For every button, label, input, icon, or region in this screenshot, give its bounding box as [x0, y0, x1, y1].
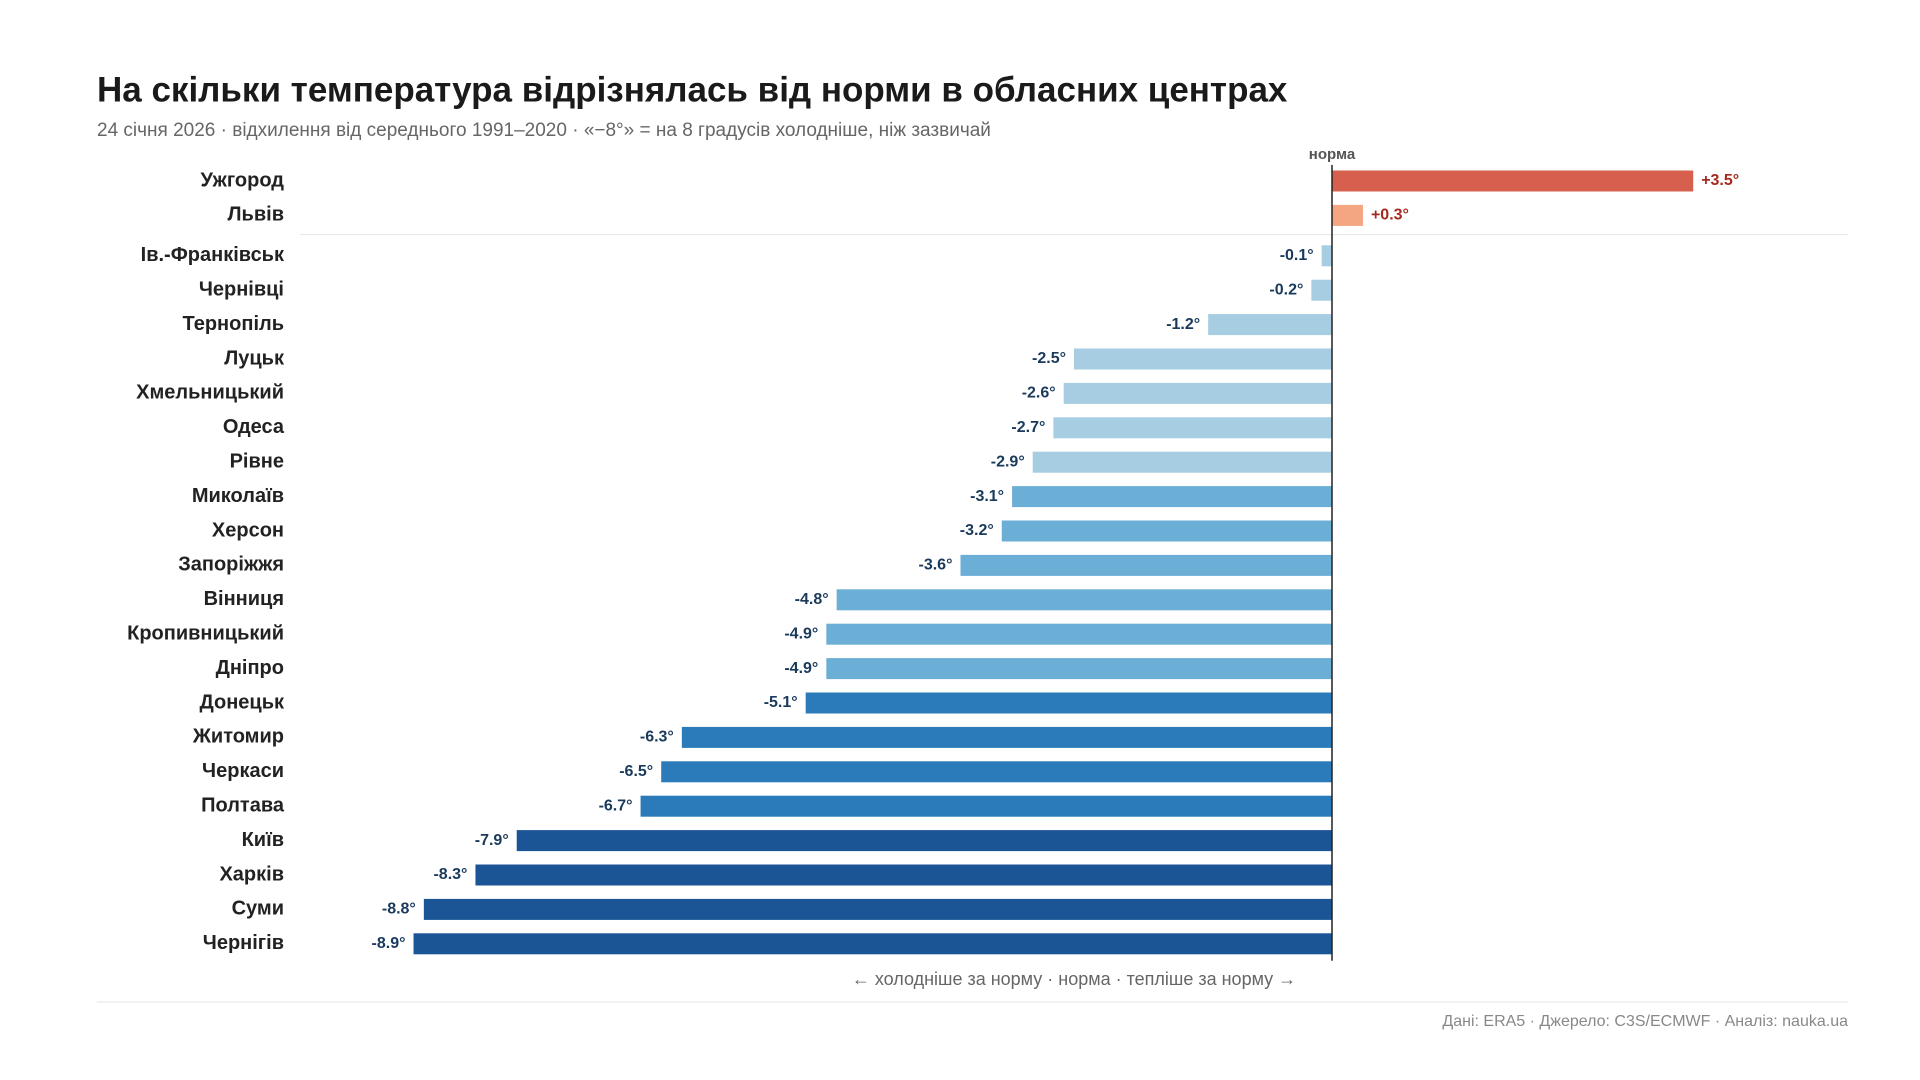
- value-label: -6.3°: [640, 729, 674, 746]
- value-label: +3.5°: [1701, 172, 1739, 189]
- value-label: -4.8°: [795, 591, 829, 608]
- value-label: -1.2°: [1166, 316, 1200, 333]
- category-label: Запоріжжя: [178, 554, 284, 576]
- bar: [475, 864, 1332, 886]
- value-label: -3.2°: [960, 522, 994, 539]
- category-label: Вінниця: [204, 588, 284, 610]
- bar: [413, 933, 1332, 955]
- bar: [836, 589, 1332, 611]
- category-label: Тернопіль: [183, 313, 285, 335]
- bar: [1332, 170, 1694, 192]
- value-label: -3.6°: [919, 557, 953, 574]
- chart-title: На скільки температура відрізнялась від …: [97, 70, 1288, 109]
- bar: [516, 830, 1332, 852]
- category-label: Миколаїв: [192, 485, 284, 507]
- category-label: Дніпро: [216, 657, 284, 679]
- category-label: Ужгород: [200, 169, 284, 191]
- value-label: -2.5°: [1032, 350, 1066, 367]
- category-label: Херсон: [212, 519, 284, 541]
- source: Дані: ERA5 · Джерело: C3S/ECMWF · Аналіз…: [1442, 1013, 1848, 1030]
- category-label: Суми: [232, 898, 284, 920]
- category-label: Черкаси: [202, 760, 284, 782]
- axis-note: ← холодніше за норму · норма · тепліше з…: [852, 969, 1296, 989]
- value-label: -3.1°: [970, 488, 1004, 505]
- bar: [1012, 486, 1332, 508]
- category-label: Житомир: [192, 726, 284, 748]
- category-label: Луцьк: [224, 347, 285, 369]
- bar: [1321, 245, 1332, 267]
- bar: [1074, 348, 1332, 370]
- category-label: Київ: [242, 829, 284, 851]
- category-label: Рівне: [230, 450, 284, 472]
- category-label: Харків: [219, 863, 284, 885]
- value-label: -6.7°: [599, 797, 633, 814]
- bar: [826, 658, 1332, 680]
- chart-subtitle: 24 січня 2026 · відхилення від середньог…: [97, 120, 991, 141]
- value-label: -8.8°: [382, 901, 416, 918]
- value-label: -5.1°: [764, 694, 798, 711]
- bar: [423, 898, 1333, 920]
- zero-label: норма: [1309, 146, 1356, 163]
- bar: [1053, 417, 1332, 439]
- value-label: -2.7°: [1011, 419, 1045, 436]
- value-label: -4.9°: [784, 660, 818, 677]
- bar: [1063, 382, 1332, 404]
- value-label: -8.9°: [372, 935, 406, 952]
- value-label: -0.1°: [1280, 247, 1314, 264]
- value-label: +0.3°: [1371, 207, 1409, 224]
- category-label: Львів: [228, 204, 284, 226]
- bar: [661, 761, 1332, 783]
- value-label: -0.2°: [1269, 281, 1303, 298]
- value-label: -6.5°: [619, 763, 653, 780]
- value-label: -8.3°: [433, 866, 467, 883]
- bar: [681, 726, 1332, 748]
- bar: [1208, 314, 1332, 336]
- category-label: Донецьк: [199, 691, 285, 713]
- category-label: Хмельницький: [136, 382, 284, 404]
- category-label: Полтава: [201, 794, 285, 816]
- bar: [1311, 279, 1332, 301]
- value-label: -2.9°: [991, 453, 1025, 470]
- value-label: -2.6°: [1022, 385, 1056, 402]
- bar: [826, 623, 1332, 645]
- category-label: Одеса: [223, 416, 285, 438]
- value-label: -4.9°: [784, 625, 818, 642]
- bar: [960, 554, 1332, 576]
- bar: [640, 795, 1332, 817]
- value-label: -7.9°: [475, 832, 509, 849]
- category-label: Ів.-Франківськ: [141, 244, 285, 266]
- category-label: Чернігів: [203, 932, 284, 954]
- category-label: Кропивницький: [127, 622, 284, 644]
- bar: [1032, 451, 1332, 473]
- bar: [1001, 520, 1332, 542]
- category-label: Чернівці: [199, 278, 284, 300]
- bar: [805, 692, 1332, 714]
- bar: [1332, 204, 1363, 226]
